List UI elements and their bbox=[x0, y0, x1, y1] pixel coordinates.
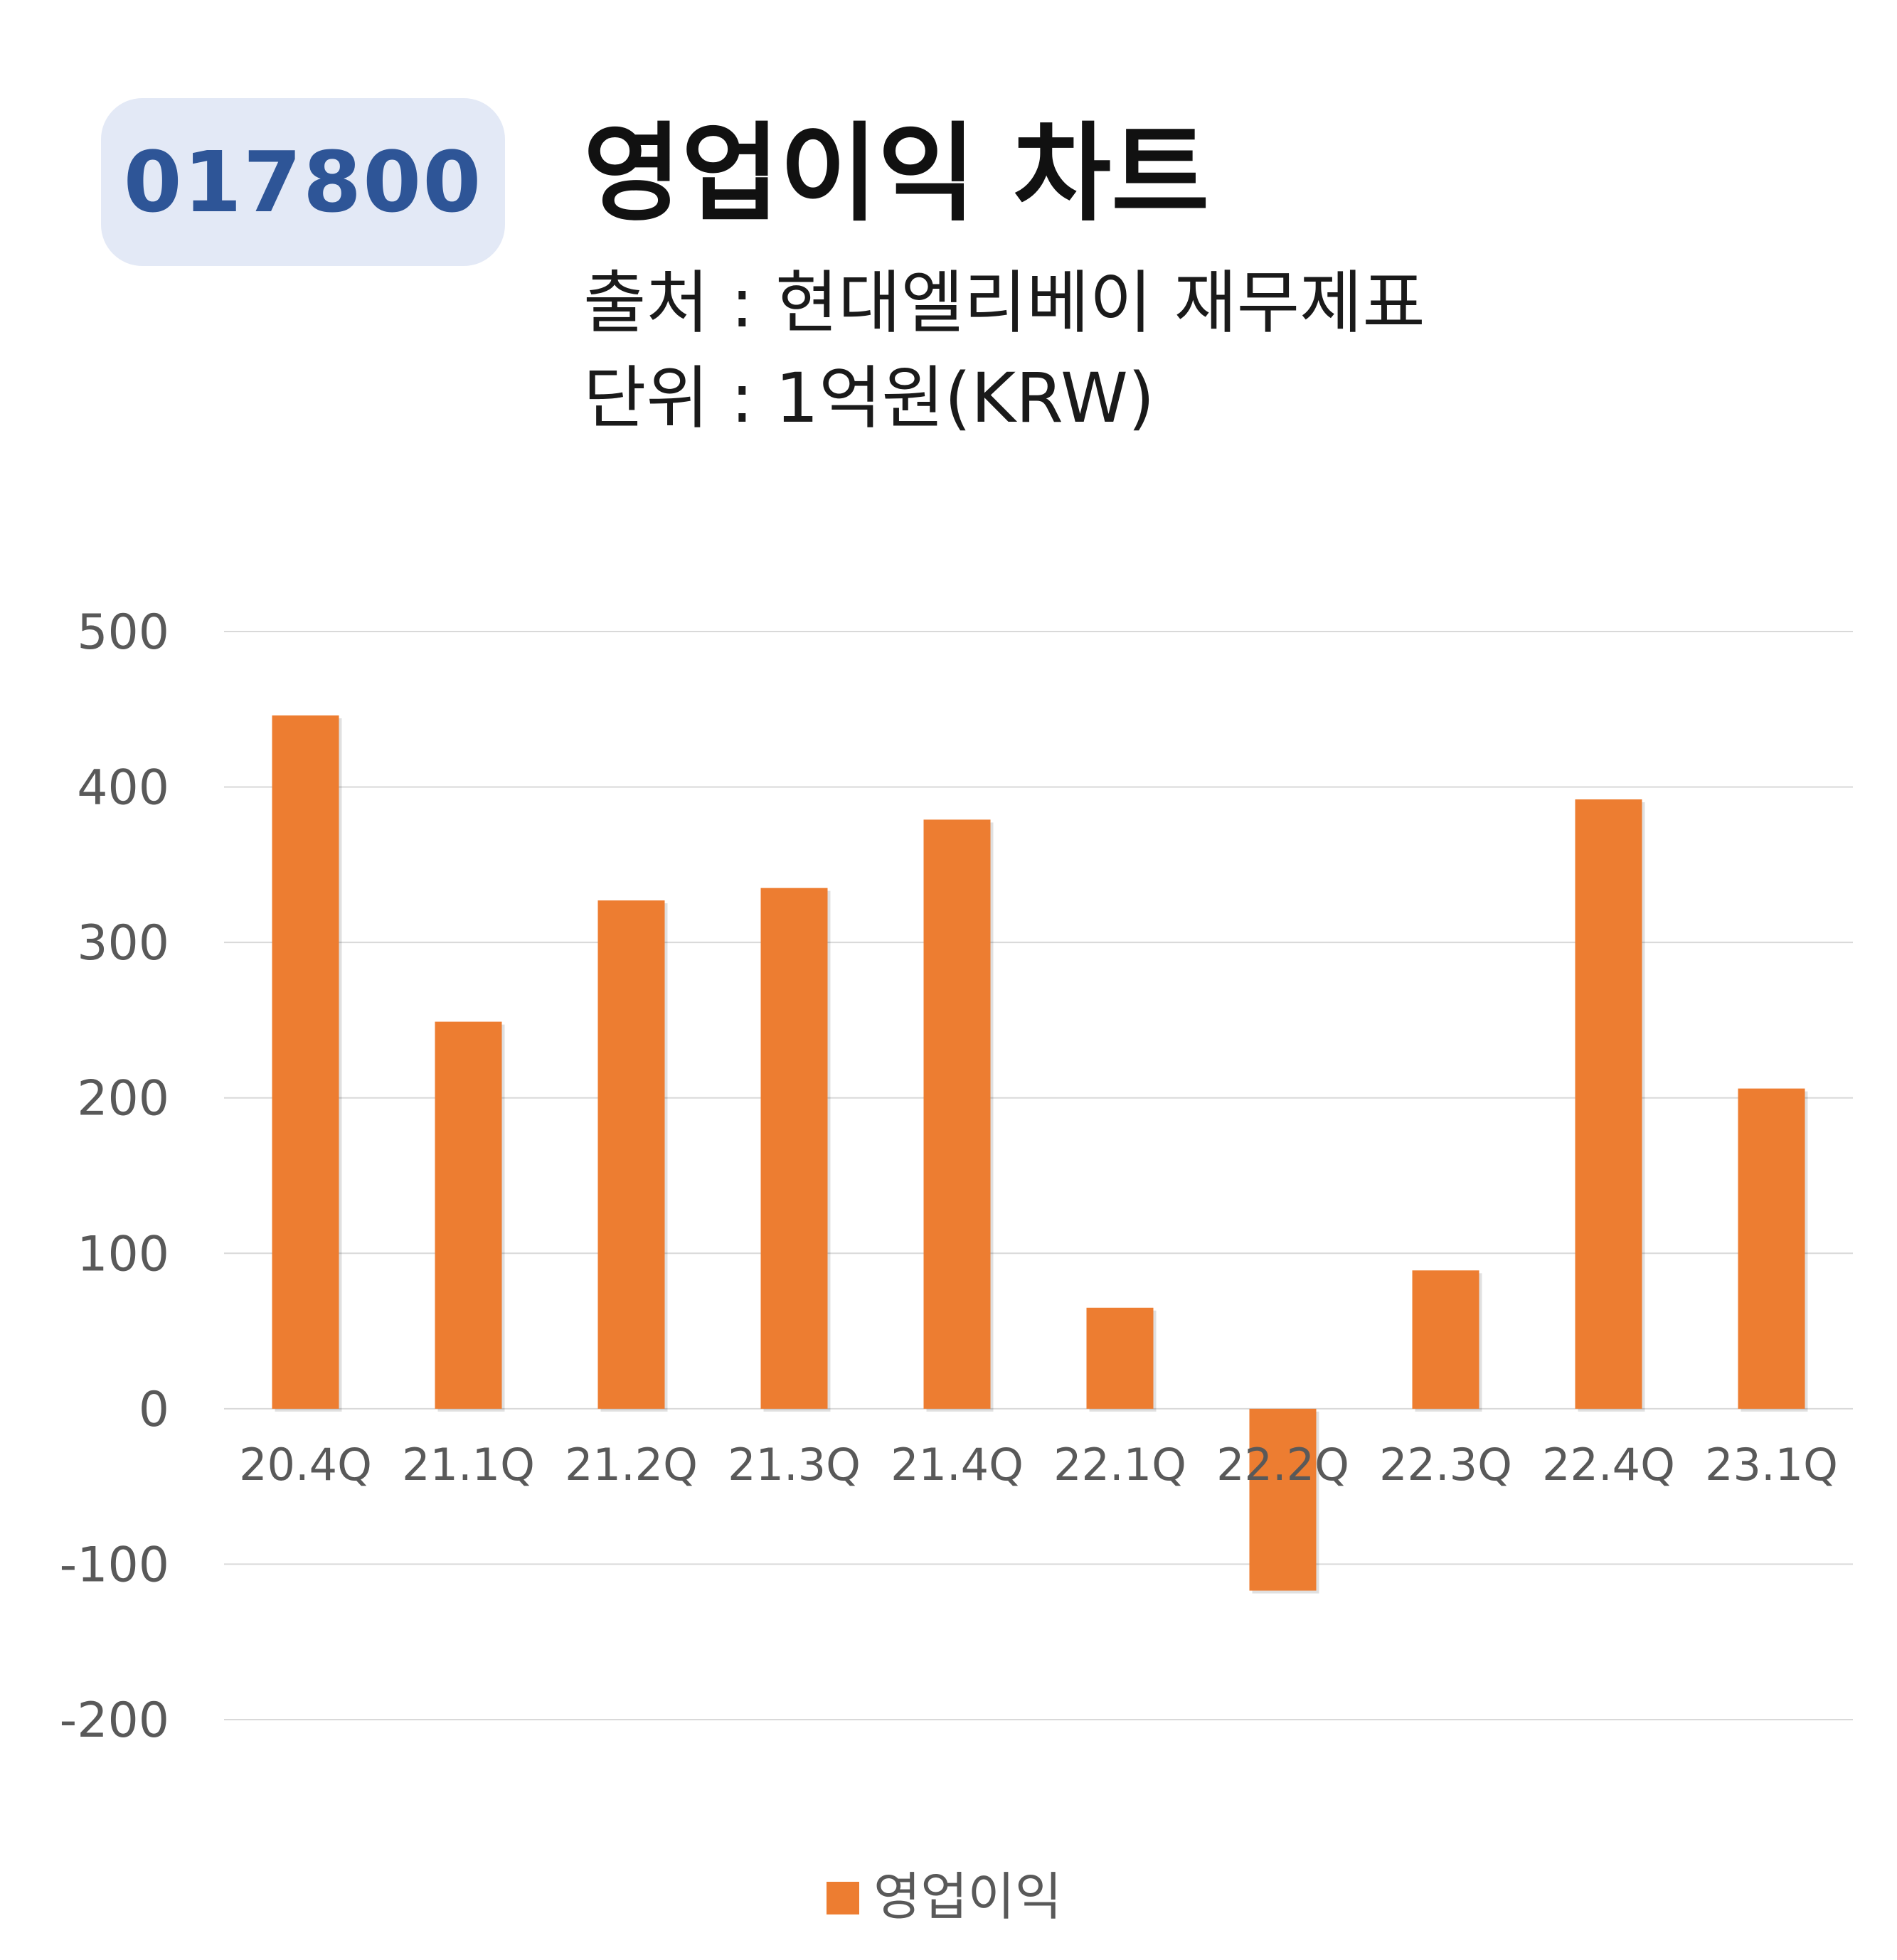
legend-swatch bbox=[827, 1882, 859, 1914]
ticker-badge: 017800 bbox=[101, 98, 505, 266]
x-tick-label: 23.1Q bbox=[1705, 1439, 1838, 1491]
legend: 영업이익 bbox=[827, 1867, 1062, 1927]
bar bbox=[923, 819, 991, 1409]
y-tick-label: 0 bbox=[139, 1382, 169, 1438]
x-tick-label: 22.4Q bbox=[1542, 1439, 1675, 1491]
chart-unit: 단위 : 1억원(KRW) bbox=[583, 358, 1155, 438]
bar bbox=[1086, 1307, 1154, 1409]
y-tick-label: 200 bbox=[77, 1071, 169, 1127]
bar bbox=[1249, 1408, 1317, 1591]
bar bbox=[760, 888, 828, 1409]
x-axis: 20.4Q 21.1Q 21.2Q 21.3Q 21.4Q 22.1Q 22.2Q 22.3Q… bbox=[239, 1439, 1838, 1491]
y-tick-label: -100 bbox=[60, 1537, 169, 1593]
bar bbox=[1738, 1088, 1805, 1409]
chart-title: 영업이익 차트 bbox=[583, 112, 1210, 236]
y-tick-label: 500 bbox=[77, 604, 169, 661]
x-tick-label: 22.2Q bbox=[1216, 1439, 1349, 1491]
legend-label: 영업이익 bbox=[873, 1867, 1062, 1927]
y-tick-label: 400 bbox=[77, 760, 169, 816]
x-tick-label: 21.4Q bbox=[891, 1439, 1024, 1491]
x-tick-label: 21.3Q bbox=[728, 1439, 861, 1491]
y-tick-label: 300 bbox=[77, 915, 169, 971]
x-tick-label: 22.3Q bbox=[1379, 1439, 1512, 1491]
bar bbox=[1575, 799, 1642, 1409]
y-tick-label: -200 bbox=[60, 1693, 169, 1749]
x-tick-label: 21.1Q bbox=[402, 1439, 535, 1491]
chart-source: 출처 : 현대엘리베이 재무제표 bbox=[583, 263, 1425, 343]
y-tick-label: 100 bbox=[77, 1226, 169, 1282]
ticker-code: 017800 bbox=[123, 133, 483, 231]
y-axis: -200 -100 0 100 200 300 400 500 bbox=[60, 604, 169, 1749]
bar bbox=[272, 715, 339, 1409]
bar bbox=[435, 1021, 502, 1409]
bars bbox=[272, 715, 1808, 1594]
x-tick-label: 22.1Q bbox=[1053, 1439, 1186, 1491]
bar bbox=[1412, 1270, 1479, 1409]
x-tick-label: 20.4Q bbox=[239, 1439, 372, 1491]
bar bbox=[597, 900, 665, 1409]
x-tick-label: 21.2Q bbox=[565, 1439, 698, 1491]
